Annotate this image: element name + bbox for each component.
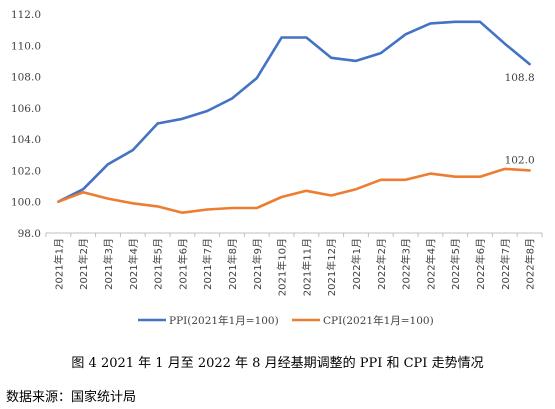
- x-tick-label: 2021年9月: [251, 238, 264, 290]
- x-tick-label: 2021年11月: [300, 238, 313, 296]
- data-source-note: 数据来源：国家统计局: [6, 390, 137, 405]
- y-tick-label: 100.0: [11, 197, 41, 209]
- data-label-cpi: 102.0: [505, 154, 535, 166]
- x-tick-label: 2021年12月: [325, 238, 338, 296]
- x-tick-label: 2021年1月: [52, 238, 65, 290]
- data-label-ppi: 108.8: [505, 72, 535, 84]
- x-tick-label: 2021年2月: [77, 238, 90, 290]
- line-chart: 98.0 100.0 102.0 104.0 106.0 108.0 110.0 112.0 2…: [11, 9, 543, 327]
- y-tick-label: 106.0: [11, 103, 41, 115]
- x-tick-label: 2021年10月: [276, 238, 289, 296]
- x-tick-label: 2021年3月: [102, 238, 115, 290]
- x-tick-label: 2021年7月: [201, 238, 214, 290]
- series-line-cpi: [57, 167, 531, 214]
- y-tick-label: 108.0: [11, 72, 41, 84]
- figure-caption: 图 4 2021 年 1 月至 2022 年 8 月经基期调整的 PPI 和 C…: [71, 356, 484, 371]
- legend-label-ppi: PPI(2021年1月=100): [169, 314, 279, 327]
- series-line-ppi: [57, 20, 531, 203]
- x-tick-label: 2021年5月: [152, 238, 165, 290]
- x-tick-label: 2021年8月: [226, 238, 239, 290]
- y-tick-label: 110.0: [11, 40, 41, 52]
- x-tick-label: 2022年4月: [424, 238, 437, 290]
- x-tick-label: 2022年3月: [400, 238, 413, 290]
- x-tick-label: 2022年8月: [524, 238, 537, 290]
- x-tick-label: 2022年1月: [350, 238, 363, 290]
- legend-label-cpi: CPI(2021年1月=100): [323, 314, 434, 327]
- x-tick-label: 2022年5月: [449, 238, 462, 290]
- x-tick-label: 2021年4月: [127, 238, 140, 290]
- x-tick-label: 2022年6月: [474, 238, 487, 290]
- y-tick-label: 102.0: [11, 165, 41, 177]
- x-tick-label: 2022年7月: [499, 238, 512, 290]
- x-tick-label: 2022年2月: [375, 238, 388, 290]
- y-tick-label: 98.0: [18, 228, 41, 240]
- x-tick-label: 2021年6月: [176, 238, 189, 290]
- y-tick-label: 104.0: [11, 134, 41, 146]
- y-tick-label: 112.0: [11, 9, 41, 21]
